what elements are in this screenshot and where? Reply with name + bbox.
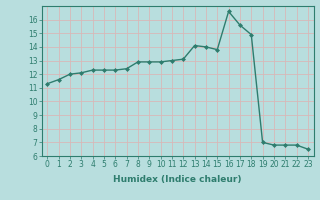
X-axis label: Humidex (Indice chaleur): Humidex (Indice chaleur) bbox=[113, 175, 242, 184]
